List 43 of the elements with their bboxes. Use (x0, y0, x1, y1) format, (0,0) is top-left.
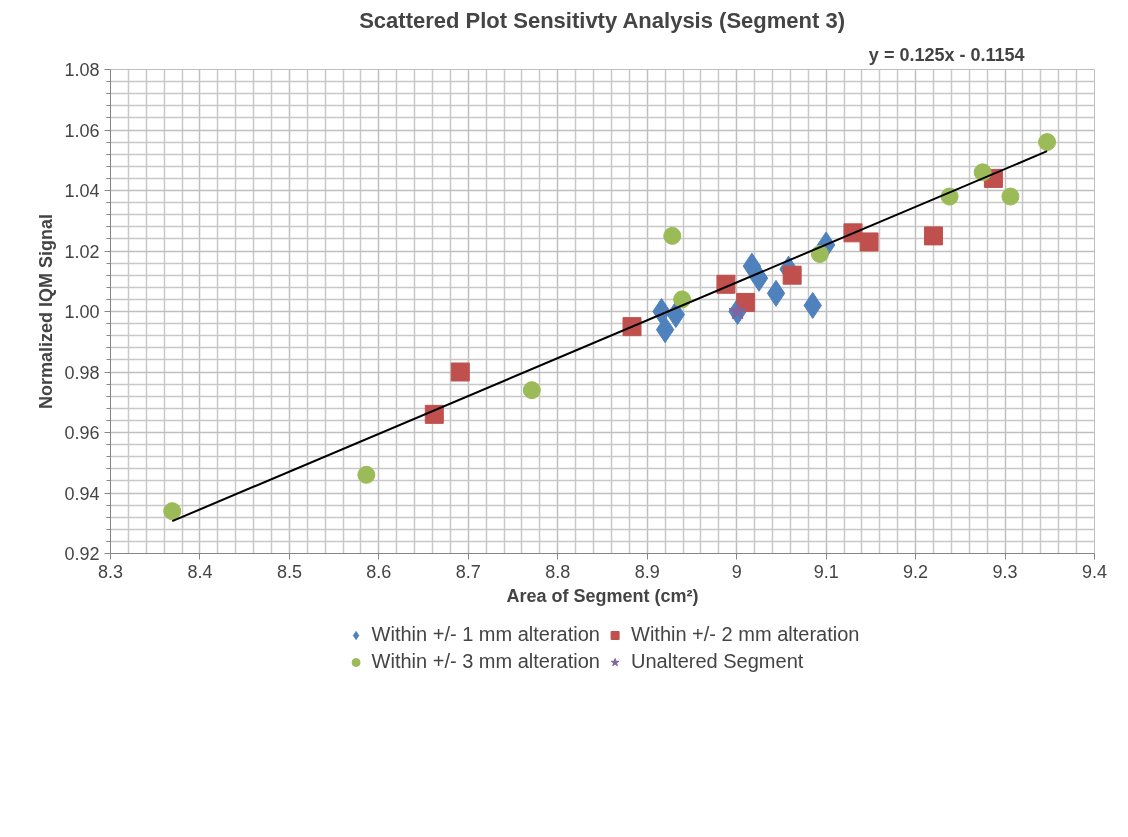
point (766, 279, 786, 307)
y-tick-label: 0.92 (64, 544, 100, 564)
x-tick-label: 8.3 (97, 561, 124, 582)
point (655, 316, 675, 344)
text: y = 0.125x - 0.1154 (868, 44, 1025, 65)
x-tick-label: 8.5 (276, 561, 302, 582)
x-tick-label: 8.9 (634, 561, 660, 582)
point (782, 265, 802, 285)
point (728, 302, 747, 320)
y-tick-label: 0.96 (64, 423, 100, 443)
point (663, 226, 682, 245)
y-tick-label: 0.94 (64, 483, 100, 504)
y-tick-label: 1.04 (64, 181, 100, 201)
y-tick-label: 1.00 (64, 302, 100, 322)
point (1038, 133, 1057, 152)
point (522, 381, 541, 400)
x-tick-label: 9.1 (813, 561, 839, 582)
legend-label: Within +/- 1 mm alteration (371, 623, 600, 646)
y-tick-label: 1.08 (64, 60, 100, 80)
chart-title: Scattered Plot Sensitivty Analysis (Segment 3) (359, 7, 845, 33)
x-tick-label: 8.7 (455, 561, 481, 582)
x-tick-label: 9.2 (903, 561, 929, 582)
point (859, 232, 879, 252)
x-tick-label: 8.8 (545, 561, 571, 582)
y-tick-label: 1.02 (64, 241, 100, 262)
x-tick-label: 9 (731, 561, 742, 582)
x-tick-label: 8.4 (187, 561, 213, 582)
legend-label: Within +/- 2 mm alteration (631, 623, 860, 646)
point (923, 226, 943, 246)
point (357, 465, 376, 484)
point (163, 502, 182, 521)
y-tick-label: 1.06 (64, 120, 100, 141)
legend-label: Unaltered Segment (631, 650, 804, 673)
point (810, 245, 829, 264)
x-axis-title: Area of Segment (cm²) (506, 585, 699, 606)
x-tick-label: 9.3 (992, 561, 1018, 582)
x-tick-label: 9.4 (1081, 561, 1108, 582)
point (1001, 187, 1020, 206)
point (450, 362, 470, 382)
y-axis-title: Normalized IQM Signal (36, 213, 57, 410)
x-tick-label: 8.6 (366, 561, 392, 582)
y-tick-label: 0.98 (64, 362, 100, 383)
legend-label: Within +/- 3 mm alteration (371, 650, 600, 673)
